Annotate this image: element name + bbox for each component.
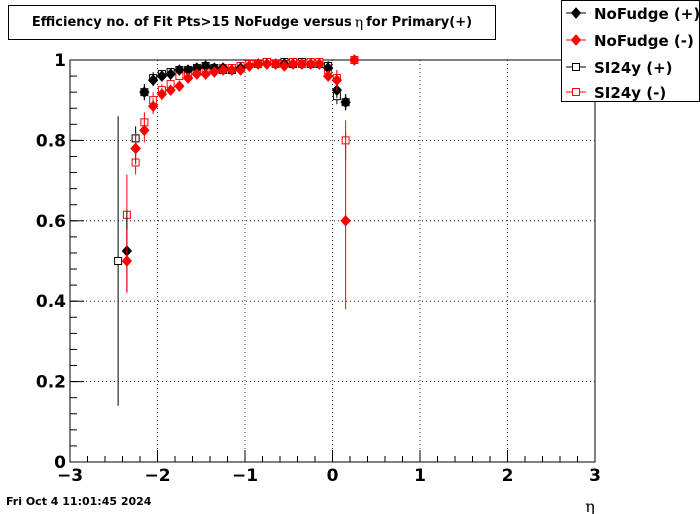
legend: NoFudge (+) NoFudge (-) SI24y (+) SI24y (-) [561, 0, 700, 102]
data-point [296, 58, 308, 70]
series-si24y- [114, 58, 350, 406]
y-tick-label: 0 [54, 453, 66, 473]
data-point [331, 74, 343, 86]
y-tick-label: 0.8 [36, 131, 66, 151]
data-point [114, 257, 123, 265]
data-point [261, 58, 273, 70]
data-point [314, 58, 325, 70]
data-point [217, 64, 229, 76]
chart-title: Efficiency no. of Fit Pts>15 NoFudge ver… [8, 5, 496, 40]
legend-marker [572, 88, 580, 96]
data-point [200, 68, 211, 80]
title-text-before: Efficiency no. of Fit Pts>15 NoFudge ver… [31, 15, 352, 30]
series-si24y- [122, 56, 359, 255]
title-text-after: for Primary(+) [366, 15, 473, 30]
data-point [130, 142, 141, 155]
data-point [235, 64, 246, 76]
data-point [182, 72, 194, 84]
series-nofudge- [121, 54, 360, 310]
data-point [244, 60, 255, 72]
data-point [147, 74, 159, 86]
data-point [252, 58, 264, 70]
data-point [270, 58, 281, 70]
title-eta-symbol: η [354, 14, 364, 31]
data-point [174, 80, 185, 92]
x-tick-label: −2 [144, 466, 170, 486]
data-point [226, 64, 238, 76]
data-point [174, 64, 185, 76]
x-tick-label: −3 [57, 466, 83, 486]
data-point [305, 58, 316, 70]
y-tick-labels: 0 0.2 0.4 0.6 0.8 1 [36, 51, 66, 473]
legend-label: SI24y (+) [594, 59, 673, 77]
x-tick-label: 0 [327, 466, 339, 486]
data-point [156, 88, 168, 100]
legend-marker [570, 34, 582, 46]
data-point [209, 66, 220, 78]
data-point [139, 86, 150, 98]
data-point [349, 54, 360, 66]
timestamp: Fri Oct 4 11:01:45 2024 [6, 495, 152, 508]
data-point [322, 70, 334, 82]
data-point [279, 60, 290, 72]
data-point [340, 96, 351, 108]
y-tick-label: 0.4 [36, 292, 66, 312]
x-tick-label: −1 [232, 466, 258, 486]
legend-label: SI24y (-) [594, 84, 666, 102]
x-tick-label: 1 [414, 466, 426, 486]
data-points [114, 54, 360, 406]
y-tick-label: 1 [54, 51, 66, 71]
grid [70, 59, 595, 462]
data-point [165, 68, 176, 80]
legend-label: NoFudge (-) [594, 32, 694, 50]
y-tick-label: 0.6 [36, 212, 66, 232]
x-tick-label: 3 [589, 466, 601, 486]
data-point [191, 68, 203, 80]
data-point [147, 100, 159, 112]
data-point [340, 215, 351, 227]
legend-marker [570, 7, 582, 19]
series-nofudge- [121, 58, 351, 292]
data-point [121, 255, 133, 267]
legend-marker [572, 63, 580, 71]
data-point [156, 70, 168, 82]
data-point [287, 58, 299, 70]
data-point [139, 124, 150, 137]
axis-ticks [69, 59, 596, 463]
legend-label: NoFudge (+) [594, 5, 700, 23]
x-axis-label: η [585, 497, 595, 514]
x-tick-labels: −3 −2 −1 0 1 2 3 [57, 466, 601, 486]
x-tick-label: 2 [502, 466, 514, 486]
y-tick-label: 0.2 [36, 373, 66, 393]
legend-entries: NoFudge (+) NoFudge (-) SI24y (+) SI24y (-) [566, 5, 700, 102]
data-point [165, 84, 176, 96]
